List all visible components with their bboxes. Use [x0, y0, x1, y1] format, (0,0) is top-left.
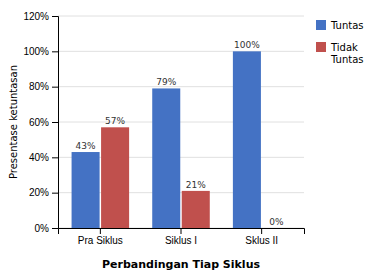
tick-mark — [52, 193, 58, 194]
grid — [58, 16, 304, 228]
tick-label: 100% — [23, 46, 49, 57]
grid-line — [58, 16, 304, 17]
tick-mark — [52, 51, 58, 52]
tick-mark — [52, 228, 58, 229]
axis-line — [52, 17, 59, 229]
legend-label-line: Tuntas — [330, 20, 364, 31]
tick: 60% — [29, 117, 58, 128]
data-label: 57% — [105, 116, 125, 126]
bar — [101, 127, 129, 228]
tick-mark — [261, 228, 262, 234]
bar — [262, 228, 290, 229]
tick-mark — [181, 228, 182, 234]
legend-swatch — [316, 42, 326, 52]
data-label: 100% — [234, 40, 260, 50]
tick: 100% — [23, 46, 58, 57]
legend-swatch — [316, 20, 326, 30]
legend-label: Tuntas — [330, 20, 364, 31]
legend: TuntasTidakTuntas — [316, 20, 364, 65]
y-axis-title: Presentase ketuntasan — [8, 65, 19, 179]
tick-mark — [100, 228, 101, 234]
tick-label: 60% — [29, 117, 49, 128]
legend-label-line: Tidak — [330, 42, 358, 53]
tick: 80% — [29, 81, 58, 92]
legend-item: TidakTuntas — [316, 42, 364, 65]
tick-label: 120% — [23, 11, 49, 22]
bar — [182, 191, 210, 228]
data-label: 21% — [186, 180, 206, 190]
tick: 40% — [29, 152, 58, 163]
y-axis: 0% 20% 40% 60% 80% 100% 120% — [23, 11, 58, 234]
plot: 43% 79% 100% 57% 21% 0% 0% 20% 40% 60% 80% 100% 120%… — [23, 11, 304, 246]
data-label: 43% — [76, 141, 96, 151]
tick-label: 0% — [35, 223, 50, 234]
data-label: 79% — [156, 77, 176, 87]
tick-label: 80% — [29, 81, 49, 92]
chart: 43% 79% 100% 57% 21% 0% 0% 20% 40% 60% 80% 100% 120%… — [0, 0, 390, 276]
grid-line — [58, 86, 304, 87]
tick: Pra Siklus — [78, 228, 123, 246]
tick-label: 20% — [29, 187, 49, 198]
legend-item: Tuntas — [316, 20, 364, 31]
grid-line — [58, 122, 304, 123]
data-labels: 43% 79% 100% 57% 21% 0% — [76, 40, 284, 227]
tick: 0% — [35, 223, 58, 234]
x-axis: Pra Siklus Siklus I Sklus II — [59, 228, 305, 246]
x-axis-title: Perbandingan Tiap Siklus — [102, 258, 261, 271]
tick-mark — [52, 122, 58, 123]
bars — [72, 51, 261, 228]
tick-label: Pra Siklus — [78, 235, 123, 246]
bar — [233, 51, 261, 228]
series — [72, 51, 261, 228]
legend-label-line: Tuntas — [330, 54, 364, 65]
bar — [152, 88, 180, 228]
data-label: 0% — [269, 217, 284, 227]
tick-label: Sklus II — [245, 235, 278, 246]
tick: 20% — [29, 187, 58, 198]
grid-line — [58, 51, 304, 52]
tick: Siklus I — [165, 228, 197, 246]
tick-mark — [52, 157, 58, 158]
tick-mark — [52, 16, 58, 17]
series — [101, 127, 210, 228]
tick-mark — [52, 87, 58, 88]
bar — [72, 152, 100, 228]
tick: Sklus II — [245, 228, 278, 246]
axis-line — [59, 229, 305, 235]
legend-label: TidakTuntas — [330, 42, 364, 65]
tick-label: 40% — [29, 152, 49, 163]
tick-label: Siklus I — [165, 235, 197, 246]
tick: 120% — [23, 11, 58, 22]
